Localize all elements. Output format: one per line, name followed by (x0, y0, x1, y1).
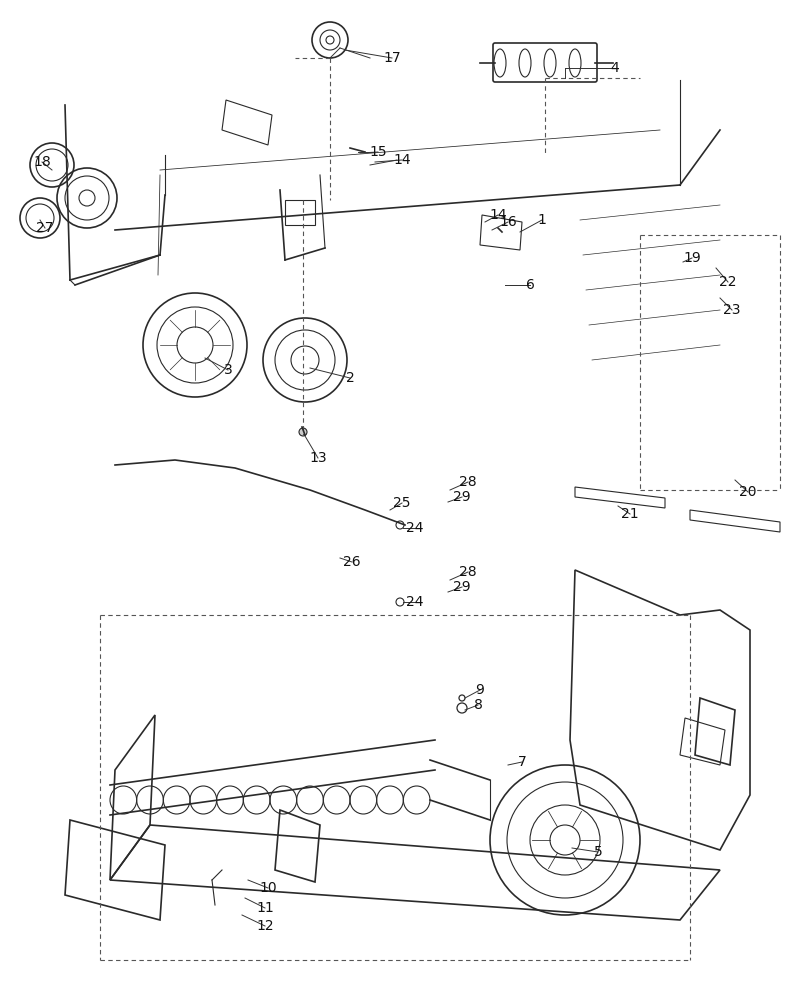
Text: 5: 5 (593, 845, 602, 859)
Text: 19: 19 (682, 251, 700, 265)
Text: 15: 15 (369, 145, 386, 159)
Text: 10: 10 (259, 881, 277, 895)
Text: 26: 26 (343, 555, 360, 569)
Text: 25: 25 (393, 496, 410, 510)
Text: 14: 14 (488, 208, 506, 222)
Text: 29: 29 (453, 490, 470, 504)
Text: 27: 27 (36, 221, 54, 235)
Text: 16: 16 (499, 215, 517, 229)
Text: 22: 22 (719, 275, 736, 289)
Text: 2: 2 (345, 371, 354, 385)
Text: 9: 9 (475, 683, 484, 697)
Text: 12: 12 (256, 919, 273, 933)
Text: 4: 4 (610, 61, 619, 75)
Text: 28: 28 (459, 565, 476, 579)
Text: 6: 6 (525, 278, 534, 292)
Text: 29: 29 (453, 580, 470, 594)
Text: 23: 23 (723, 303, 740, 317)
Text: 7: 7 (517, 755, 526, 769)
Text: 1: 1 (537, 213, 546, 227)
Circle shape (298, 428, 307, 436)
Text: 17: 17 (383, 51, 401, 65)
Text: 24: 24 (406, 521, 423, 535)
Text: 14: 14 (393, 153, 410, 167)
Text: 11: 11 (255, 901, 273, 915)
Text: 18: 18 (33, 155, 51, 169)
Text: 28: 28 (459, 475, 476, 489)
Text: 20: 20 (738, 485, 756, 499)
Bar (285, 200, 315, 225)
Text: 3: 3 (223, 363, 232, 377)
Text: 8: 8 (473, 698, 482, 712)
Text: 13: 13 (309, 451, 326, 465)
Text: 24: 24 (406, 595, 423, 609)
Text: 21: 21 (620, 507, 638, 521)
